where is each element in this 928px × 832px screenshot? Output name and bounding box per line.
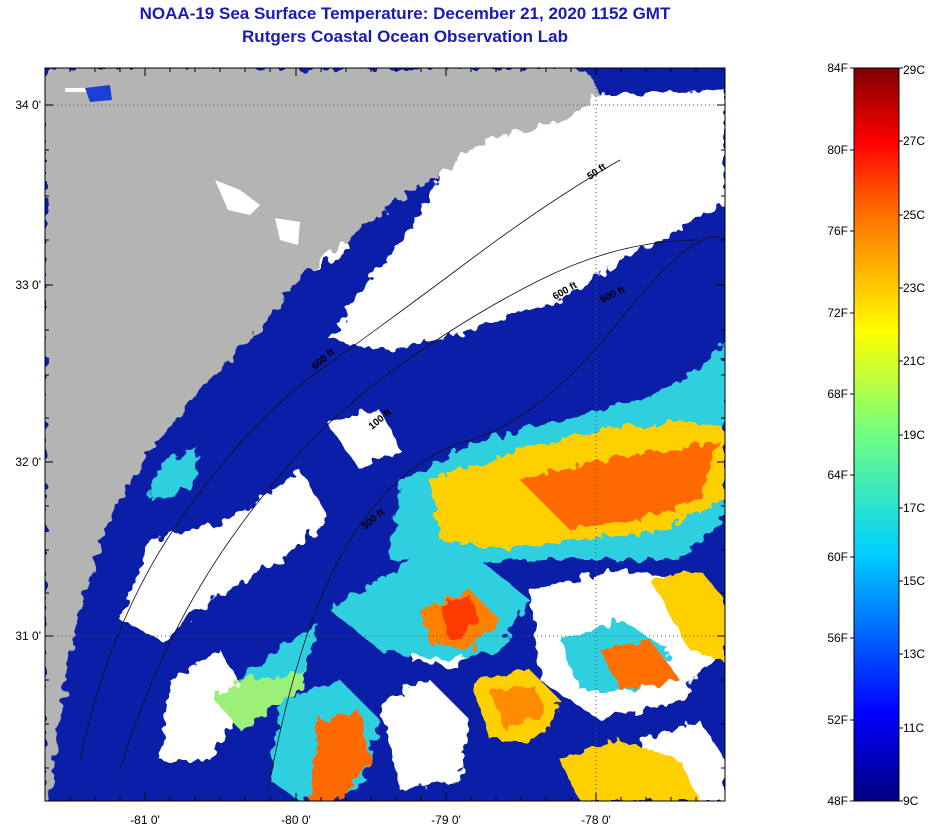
warm-water-layer — [150, 340, 725, 801]
bathymetry-contours — [79, 159, 725, 791]
cb-c-17: 17C — [903, 501, 925, 515]
cb-c-29: 29C — [903, 63, 925, 77]
cb-f-68: 68F — [827, 387, 848, 401]
cb-f-56: 56F — [827, 631, 848, 645]
cb-f-64: 64F — [827, 468, 848, 482]
cb-f-52: 52F — [827, 713, 848, 727]
map-subtitle: Rutgers Coastal Ocean Observation Lab — [242, 27, 568, 46]
cb-c-15: 15C — [903, 574, 925, 588]
cb-f-76: 76F — [827, 224, 848, 238]
lon-label-78: -78 0' — [581, 813, 611, 827]
cb-c-9: 9C — [903, 794, 919, 808]
cb-c-25: 25C — [903, 208, 925, 222]
inland-lake — [85, 85, 112, 102]
graticule — [45, 68, 725, 801]
cb-c-27: 27C — [903, 134, 925, 148]
cb-f-84: 84F — [827, 61, 848, 75]
cb-c-13: 13C — [903, 647, 925, 661]
axis-ticks — [45, 68, 725, 801]
lat-label-32: 32 0' — [15, 455, 41, 469]
lon-label-80: -80 0' — [281, 813, 311, 827]
cb-c-19: 19C — [903, 428, 925, 442]
land-mass — [45, 68, 600, 801]
cb-c-21: 21C — [903, 354, 925, 368]
colorbar-ticks — [850, 67, 903, 802]
cb-f-80: 80F — [827, 143, 848, 157]
lat-label-33: 33 0' — [15, 278, 41, 292]
inland-water — [65, 88, 300, 245]
cb-f-60: 60F — [827, 550, 848, 564]
map-panel: 50 ft 100 ft 300 ft 600 ft 600 ft 600 ft — [45, 68, 725, 801]
lon-label-79: -79 0' — [431, 813, 461, 827]
cb-f-72: 72F — [827, 306, 848, 320]
lat-label-31: 31 0' — [15, 629, 41, 643]
colorbar: 84F 80F 76F 72F 68F 64F 60F 56F 52F 48F … — [827, 61, 925, 808]
lat-label-34: 34 0' — [15, 98, 41, 112]
cb-f-48: 48F — [827, 794, 848, 808]
cb-c-11: 11C — [903, 721, 924, 735]
map-frame — [44, 67, 726, 802]
cb-c-23: 23C — [903, 281, 925, 295]
map-title: NOAA-19 Sea Surface Temperature: Decembe… — [139, 4, 671, 23]
colorbar-gradient — [853, 67, 900, 802]
lon-label-81: -81 0' — [130, 813, 160, 827]
